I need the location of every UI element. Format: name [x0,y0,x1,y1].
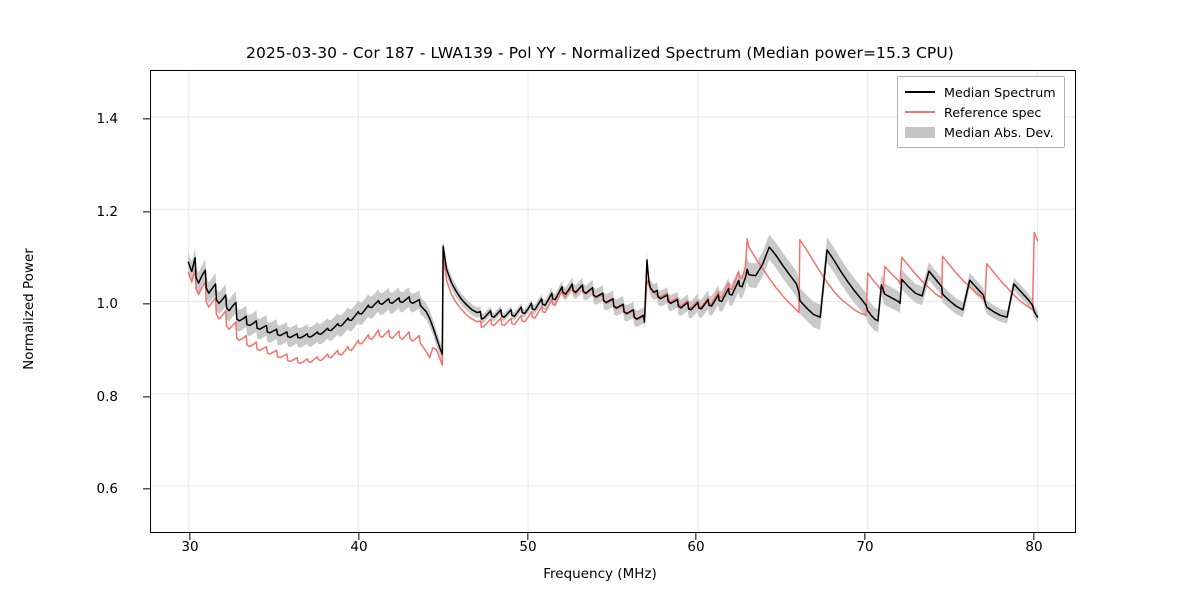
x-tick-label-1: 40 [350,539,368,555]
y-tick-label-3: 1.2 [96,204,118,220]
y-tick-mark [143,303,150,305]
y-tick-label-2: 1.0 [96,296,118,312]
y-tick-label-1: 0.8 [96,389,118,405]
x-tick-mark [189,533,191,540]
legend-label-median-spectrum: Median Spectrum [944,84,1056,100]
patch-swatch-icon [905,125,935,139]
x-tick-mark [1033,533,1035,540]
median-spectrum-line [187,245,1039,355]
y-tick-mark [143,396,150,398]
line-swatch-icon [905,105,935,119]
x-tick-label-0: 30 [181,539,199,555]
legend-item-reference-spec: Reference spec [905,102,1056,122]
y-tick-label-4: 1.4 [96,111,118,127]
y-tick-label-0: 0.6 [96,481,118,497]
x-tick-label-2: 50 [519,539,537,555]
x-tick-label-5: 80 [1025,539,1043,555]
spectrum-plot [151,71,1075,532]
y-tick-mark [143,488,150,490]
plot-inner [151,71,1075,532]
x-tick-mark [864,533,866,540]
legend-item-median-abs-dev: Median Abs. Dev. [905,122,1056,142]
y-tick-mark [143,211,150,213]
legend-label-median-abs-dev: Median Abs. Dev. [944,124,1054,140]
x-tick-mark [358,533,360,540]
legend: Median Spectrum Reference spec Median Ab… [897,76,1065,148]
x-tick-mark [527,533,529,540]
legend-item-median-spectrum: Median Spectrum [905,82,1056,102]
x-axis-label: Frequency (MHz) [543,566,657,582]
median-abs-dev-band [188,234,1038,362]
x-tick-label-3: 60 [687,539,705,555]
page-title: 2025-03-30 - Cor 187 - LWA139 - Pol YY -… [246,44,954,62]
line-swatch-icon [905,85,935,99]
x-tick-label-4: 70 [856,539,874,555]
y-tick-mark [143,118,150,120]
y-axis-label: Normalized Power [21,248,37,370]
legend-label-reference-spec: Reference spec [944,104,1042,120]
x-tick-mark [695,533,697,540]
reference-spec-line [187,231,1039,366]
